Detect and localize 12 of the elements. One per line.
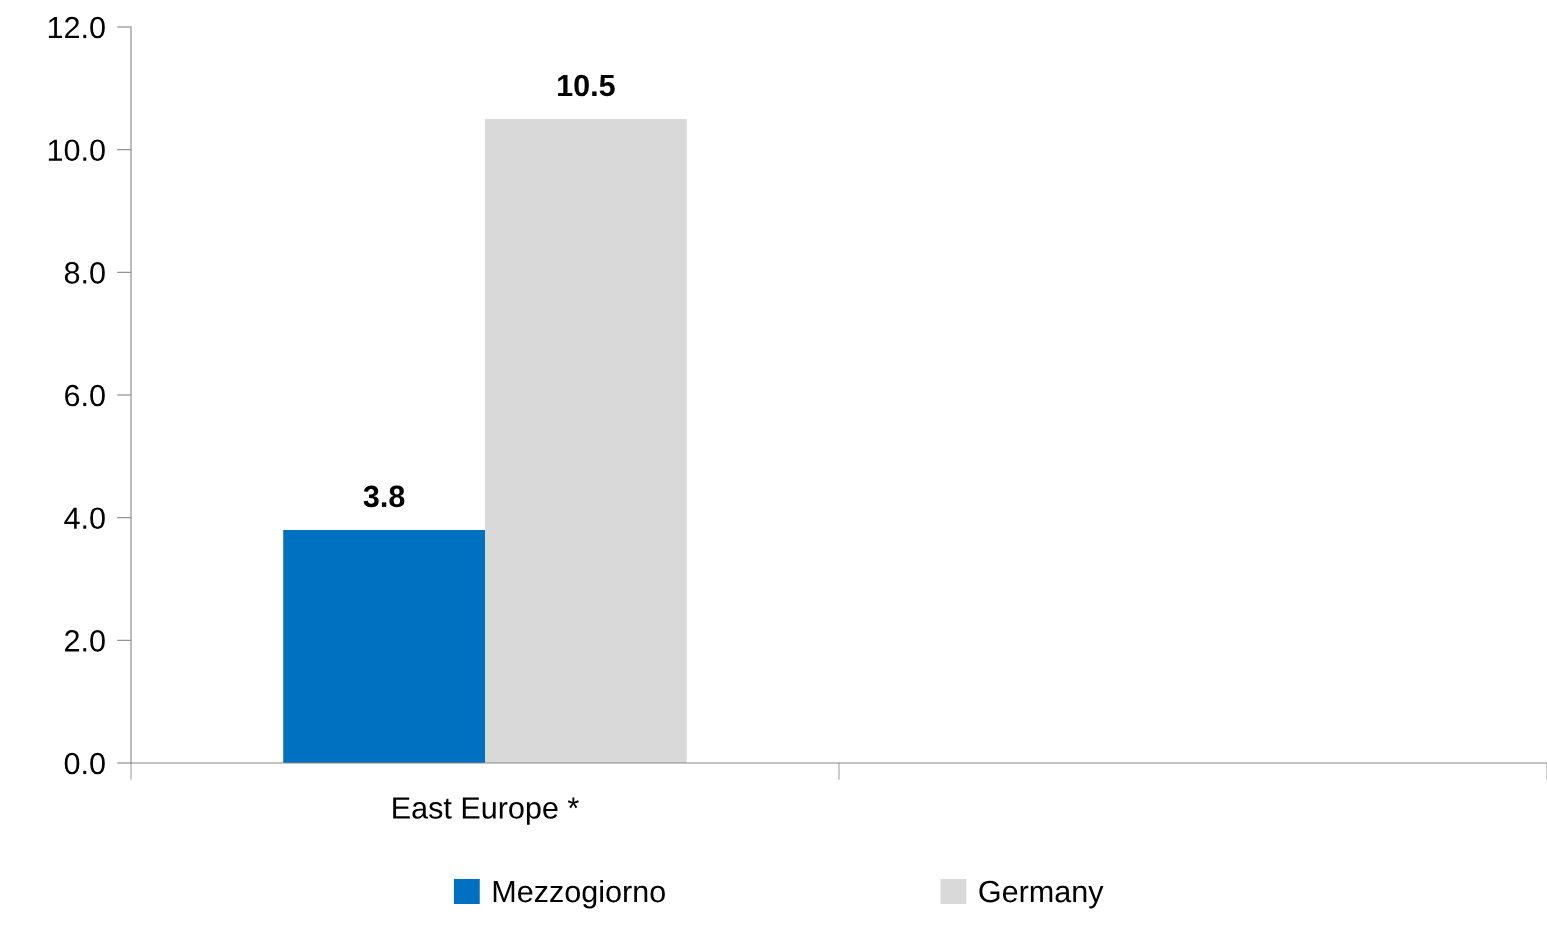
y-tick-label: 2.0 — [65, 630, 105, 652]
data-label: 10.5 — [558, 74, 615, 97]
legend-label: Germany — [979, 880, 1104, 909]
y-tick-label: 12.0 — [48, 16, 105, 39]
y-tick-label: 6.0 — [65, 384, 105, 407]
x-tick-label: East Europe * — [393, 797, 579, 825]
y-tick-label: 8.0 — [64, 262, 105, 284]
y-tick-label: 0.0 — [64, 752, 105, 775]
legend-label: Mezzogiorno — [493, 879, 665, 909]
data-label: 3.8 — [363, 485, 405, 508]
y-tick-label: 10.0 — [48, 139, 105, 162]
y-tick-label: 4.0 — [64, 507, 105, 530]
